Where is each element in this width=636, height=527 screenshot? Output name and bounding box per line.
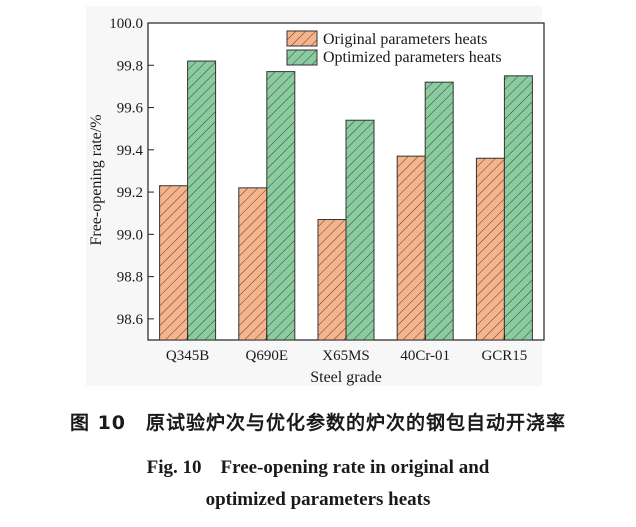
legend-swatch-original bbox=[286, 30, 318, 47]
legend-label-original: Original parameters heats bbox=[323, 31, 487, 48]
y-tick-label: 99.8 bbox=[117, 58, 143, 74]
figure-caption-english-line2: optimized parameters heats bbox=[205, 489, 431, 510]
figure-caption-chinese: 图 10 原试验炉次与优化参数的炉次的钢包自动开浇率 bbox=[69, 412, 567, 434]
bars-group bbox=[159, 60, 533, 341]
y-tick-label: 98.6 bbox=[117, 312, 144, 328]
x-axis-label: Steel grade bbox=[310, 369, 382, 386]
x-tick-label: X65MS bbox=[322, 348, 370, 364]
bar-original-gcr15 bbox=[475, 157, 505, 341]
bar-optimized-q690e bbox=[266, 71, 296, 341]
x-axis: Q345B Q690E X65MS 40Cr-01 GCR15 bbox=[166, 334, 527, 364]
bar-original-q690e bbox=[238, 187, 268, 341]
y-tick-label: 99.4 bbox=[117, 143, 144, 159]
y-tick-label: 100.0 bbox=[109, 16, 143, 32]
bar-optimized-q345b bbox=[187, 60, 217, 341]
y-tick-label: 98.8 bbox=[117, 270, 143, 286]
bar-optimized-gcr15 bbox=[503, 75, 533, 341]
x-tick-label: GCR15 bbox=[481, 348, 527, 364]
bar-optimized-x65ms bbox=[345, 119, 375, 341]
bar-original-q345b bbox=[159, 185, 189, 341]
legend: Original parameters heats Optimized para… bbox=[286, 30, 502, 66]
bar-original-x65ms bbox=[317, 219, 347, 341]
legend-swatch-optimized bbox=[286, 49, 318, 66]
y-axis: 98.6 98.8 99.0 99.2 99.4 99.6 99.8 100.0 bbox=[109, 16, 154, 328]
y-tick-label: 99.6 bbox=[117, 101, 144, 117]
x-tick-label: Q345B bbox=[166, 348, 209, 364]
x-tick-label: 40Cr-01 bbox=[400, 348, 450, 364]
x-tick-label: Q690E bbox=[246, 348, 289, 364]
bar-original-40cr-01 bbox=[396, 155, 426, 341]
y-tick-label: 99.2 bbox=[117, 185, 143, 201]
y-tick-label: 99.0 bbox=[117, 227, 143, 243]
bar-optimized-40cr-01 bbox=[424, 81, 454, 341]
figure-caption-english-line1: Fig. 10 Free-opening rate in original an… bbox=[146, 457, 490, 478]
legend-label-optimized: Optimized parameters heats bbox=[323, 49, 502, 66]
y-axis-label: Free-opening rate/% bbox=[88, 114, 105, 245]
